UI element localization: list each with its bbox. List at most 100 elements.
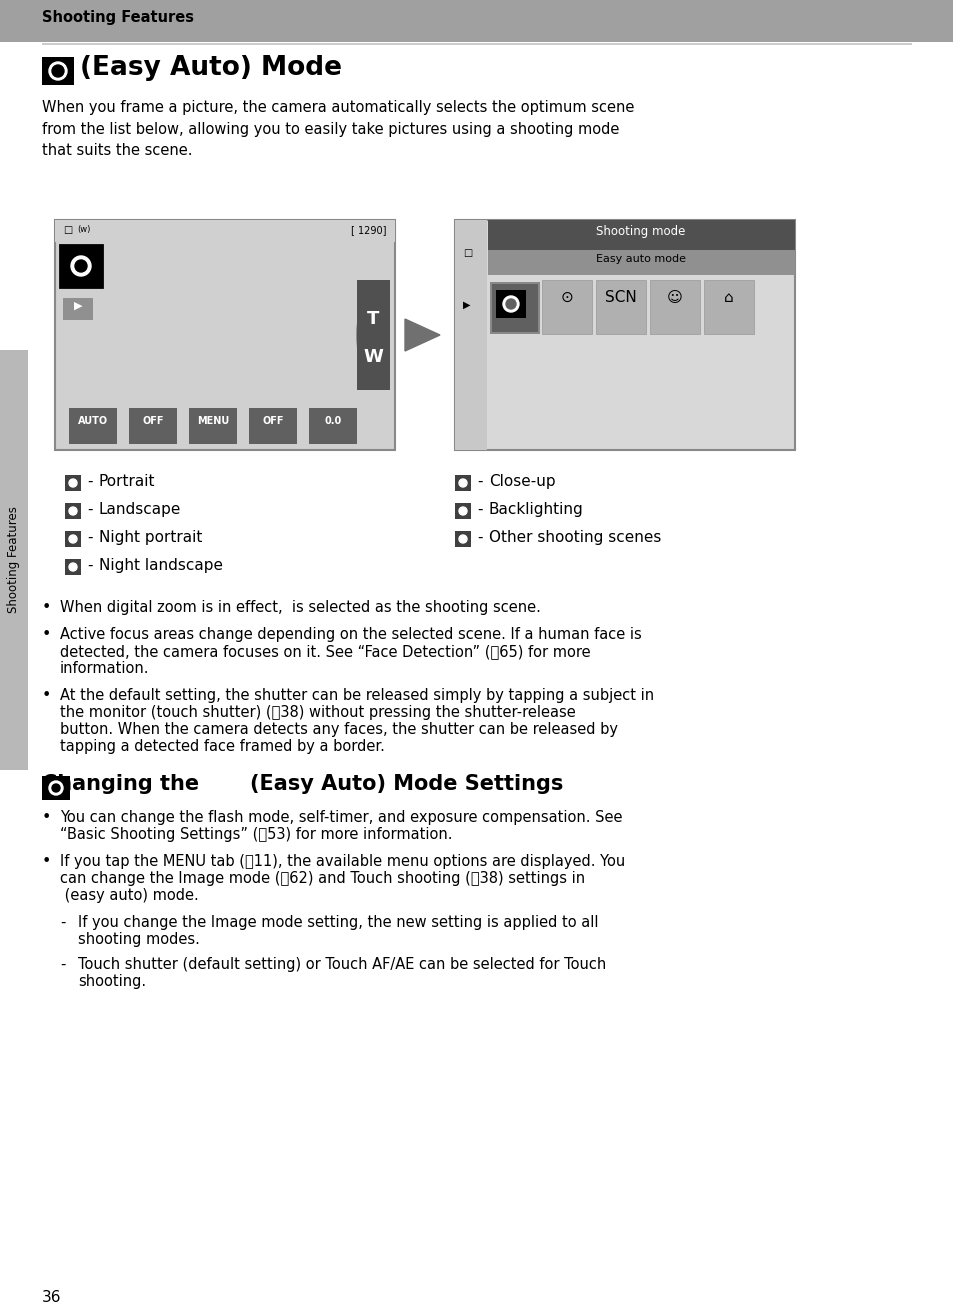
Text: detected, the camera focuses on it. See “Face Detection” (⎑65) for more: detected, the camera focuses on it. See … [60,644,590,660]
Bar [309,409,356,444]
Bar [703,280,753,334]
Text: -: - [87,558,92,573]
Text: -: - [476,502,482,516]
Bar [42,57,74,85]
Bar [0,350,28,770]
Bar [455,219,486,449]
Bar [55,219,395,242]
Bar [65,248,75,254]
Bar [44,57,54,62]
Text: -: - [87,530,92,545]
Text: (Easy Auto) Mode Settings: (Easy Auto) Mode Settings [250,774,563,794]
Circle shape [69,535,77,543]
Text: tapping a detected face framed by a border.: tapping a detected face framed by a bord… [60,738,384,754]
Text: You can change the flash mode, self-timer, and exposure compensation. See: You can change the flash mode, self-time… [60,809,622,825]
Text: Shooting Features: Shooting Features [42,11,193,25]
Text: -: - [87,502,92,516]
Bar [189,409,236,444]
Text: •: • [42,689,51,703]
Bar [65,558,81,576]
Bar [455,531,471,547]
Text: ⌂: ⌂ [723,290,733,305]
Circle shape [505,300,516,309]
Bar [492,284,537,332]
Bar [490,283,539,334]
Circle shape [458,535,467,543]
Text: 0.0: 0.0 [324,417,341,426]
Text: AUTO: AUTO [78,417,108,426]
Text: Backlighting: Backlighting [489,502,583,516]
Bar [65,474,81,491]
Text: ⊙: ⊙ [560,290,573,305]
Text: 36: 36 [42,1290,61,1305]
Text: [ 1290]: [ 1290] [351,225,387,235]
Text: Easy auto mode: Easy auto mode [596,254,685,264]
Text: W: W [363,348,382,367]
Text: SCN: SCN [604,290,637,305]
Bar [649,280,700,334]
Bar [42,43,911,45]
Text: -: - [476,530,482,545]
Text: Night portrait: Night portrait [99,530,202,545]
Text: (easy auto) mode.: (easy auto) mode. [60,888,198,903]
Bar [44,777,52,781]
Bar [60,244,102,286]
Bar [356,280,390,390]
Text: shooting modes.: shooting modes. [78,932,200,947]
Bar [63,298,92,321]
Circle shape [49,781,63,795]
Circle shape [502,296,518,311]
Circle shape [458,480,467,487]
Text: At the default setting, the shutter can be released simply by tapping a subject : At the default setting, the shutter can … [60,689,654,703]
Circle shape [69,480,77,487]
Circle shape [52,784,60,792]
Text: -: - [87,474,92,489]
Bar [55,219,395,449]
Bar [488,250,794,275]
Text: MENU: MENU [196,417,229,426]
Bar [455,219,794,449]
Circle shape [52,64,64,78]
Text: “Basic Shooting Settings” (⎑53) for more information.: “Basic Shooting Settings” (⎑53) for more… [60,827,452,842]
Polygon shape [405,319,439,351]
Bar [249,409,296,444]
Bar [497,290,505,296]
Text: shooting.: shooting. [78,974,146,989]
Text: □: □ [462,248,472,258]
Text: If you tap the MENU tab (⎑11), the available menu options are displayed. You: If you tap the MENU tab (⎑11), the avail… [60,854,624,869]
Circle shape [49,62,67,80]
Text: Active focus areas change depending on the selected scene. If a human face is: Active focus areas change depending on t… [60,627,641,643]
Text: (w): (w) [77,225,91,234]
Text: □: □ [63,225,72,235]
Text: Other shooting scenes: Other shooting scenes [489,530,660,545]
Bar [69,409,117,444]
Text: Changing the: Changing the [42,774,199,794]
Bar [129,409,177,444]
Bar [63,248,99,284]
Circle shape [458,507,467,515]
Text: ▶: ▶ [73,301,82,311]
Text: •: • [42,600,51,615]
Bar [0,0,953,42]
Bar [455,503,471,519]
Text: information.: information. [60,661,150,675]
Text: Shooting mode: Shooting mode [596,225,685,238]
Text: Touch shutter (default setting) or Touch AF/AE can be selected for Touch: Touch shutter (default setting) or Touch… [78,957,605,972]
Text: If you change the Image mode setting, the new setting is applied to all: If you change the Image mode setting, th… [78,915,598,930]
Text: button. When the camera detects any faces, the shutter can be released by: button. When the camera detects any face… [60,721,618,737]
Text: can change the Image mode (⎑62) and Touch shooting (⎑38) settings in: can change the Image mode (⎑62) and Touc… [60,871,584,886]
Text: Night landscape: Night landscape [99,558,223,573]
Text: When digital zoom is in effect,  is selected as the shooting scene.: When digital zoom is in effect, is selec… [60,600,540,615]
Bar [596,280,645,334]
Text: OFF: OFF [142,417,164,426]
Text: Portrait: Portrait [99,474,155,489]
Text: (Easy Auto) Mode: (Easy Auto) Mode [80,55,341,81]
Bar [496,290,525,318]
Text: •: • [42,809,51,825]
Text: -: - [476,474,482,489]
Text: •: • [42,854,51,869]
Bar [65,503,81,519]
Text: Landscape: Landscape [99,502,181,516]
Bar [541,280,592,334]
Circle shape [75,260,87,272]
